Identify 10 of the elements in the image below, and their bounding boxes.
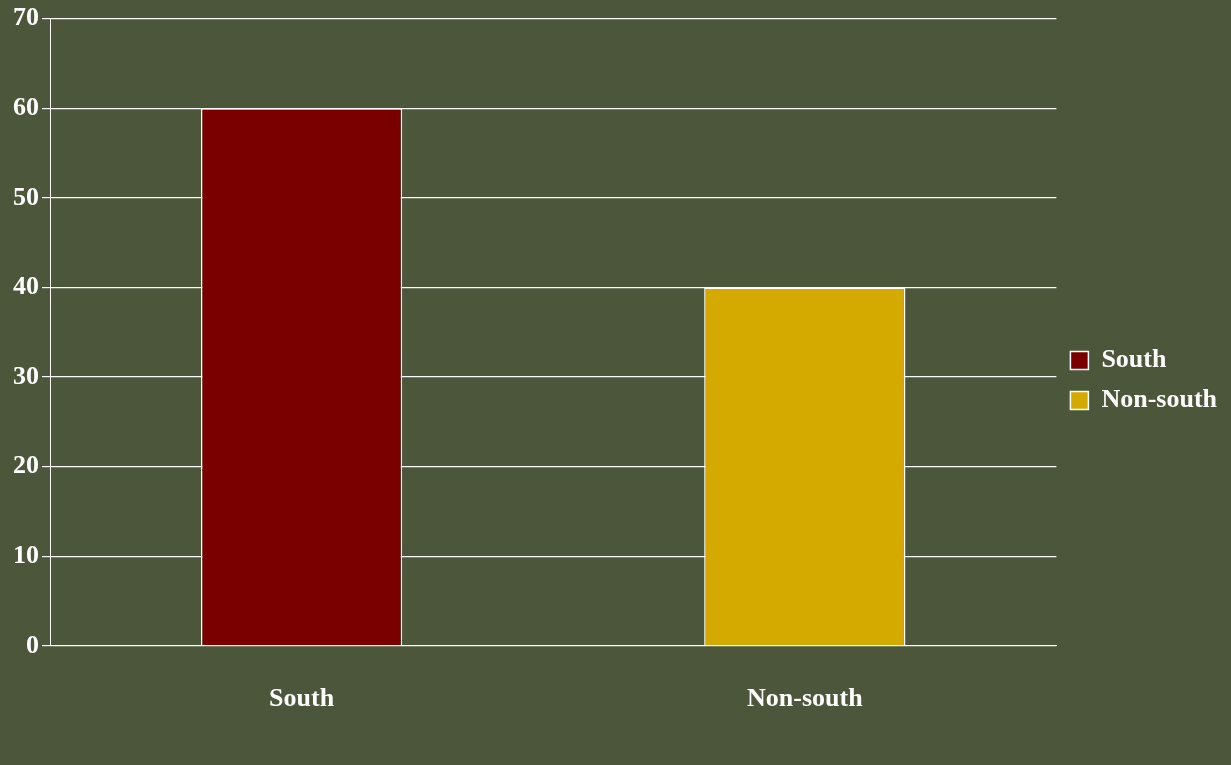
legend-label: South — [1101, 344, 1167, 374]
y-tick-label: 60 — [13, 91, 39, 121]
y-tick-label: 0 — [26, 629, 39, 659]
y-tick-label: 50 — [13, 181, 39, 211]
legend-label: Non-south — [1101, 384, 1218, 414]
y-tick-label: 30 — [13, 360, 39, 390]
y-tick-label: 70 — [13, 2, 39, 32]
y-tick-label: 40 — [13, 271, 39, 301]
y-tick-label: 10 — [13, 539, 39, 569]
y-tick-label: 20 — [13, 450, 39, 480]
